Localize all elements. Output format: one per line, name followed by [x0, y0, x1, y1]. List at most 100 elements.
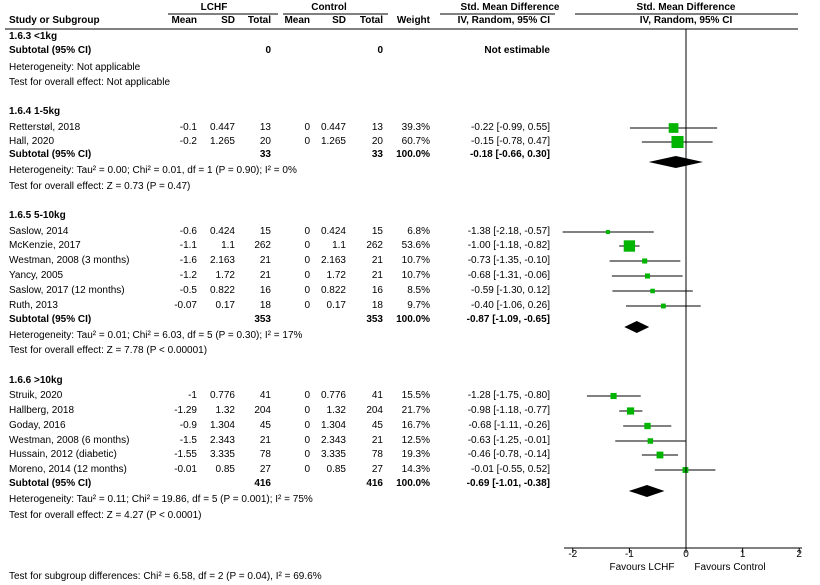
mean2-value: 0 — [304, 435, 310, 446]
total2-value: 18 — [371, 300, 383, 311]
weight-value: 9.7% — [407, 300, 430, 311]
effect-ci-value: -0.40 [-1.06, 0.26] — [471, 300, 550, 311]
mean2-header: Mean — [284, 15, 310, 26]
total1-value: 15 — [259, 226, 271, 237]
effect-ci-value: -1.00 [-1.18, -0.82] — [467, 240, 550, 251]
sd1-value: 1.265 — [209, 136, 235, 147]
total2-value: 21 — [371, 270, 383, 281]
subtotal-label: Subtotal (95% CI) — [9, 149, 92, 160]
mean2-value: 0 — [304, 226, 310, 237]
effect-square — [623, 240, 636, 252]
study-name: Westman, 2008 (3 months) — [9, 255, 130, 266]
effect-square — [642, 258, 648, 264]
group2-header: Control — [311, 2, 347, 13]
weight-value: 10.7% — [401, 270, 430, 281]
subtotal-diamond — [624, 321, 650, 333]
effect-ci-value: -0.59 [-1.30, 0.12] — [471, 285, 550, 296]
effect-ci-value: -0.68 [-1.31, -0.06] — [467, 270, 550, 281]
effect-square — [644, 273, 651, 279]
mean1-value: -1 — [188, 390, 197, 401]
effect-square — [610, 392, 617, 400]
mean1-value: -1.29 — [174, 405, 197, 416]
effect-ci-value: -0.22 [-0.99, 0.55] — [471, 122, 550, 133]
effect-title: Std. Mean Difference — [460, 2, 560, 13]
sd2-value: 1.265 — [320, 136, 346, 147]
overall-effect-text: Test for overall effect: Z = 7.78 (P < 0… — [9, 345, 208, 356]
mean1-value: -0.6 — [179, 226, 197, 237]
total1-value: 78 — [259, 449, 271, 460]
total1-value: 13 — [259, 122, 271, 133]
effect-method-header: IV, Random, 95% CI — [457, 15, 550, 26]
sd1-value: 0.85 — [215, 464, 235, 475]
total2-value: 45 — [371, 420, 383, 431]
mean2-value: 0 — [304, 420, 310, 431]
study-name: Goday, 2016 — [9, 420, 66, 431]
subtotal-weight: 100.0% — [396, 149, 430, 160]
mean1-value: -1.55 — [174, 449, 197, 460]
subtotal-label: Subtotal (95% CI) — [9, 45, 92, 56]
study-name: Saslow, 2014 — [9, 226, 69, 237]
study-name: Hall, 2020 — [9, 136, 55, 147]
sd2-value: 0.822 — [320, 285, 346, 296]
sd2-value: 1.72 — [326, 270, 346, 281]
mean1-value: -1.1 — [179, 240, 197, 251]
x-tick-label: 1 — [739, 549, 746, 560]
weight-value: 12.5% — [401, 435, 430, 446]
weight-value: 21.7% — [401, 405, 430, 416]
weight-value: 14.3% — [401, 464, 430, 475]
subtotal-weight: 100.0% — [396, 478, 430, 489]
subtotal-total2: 416 — [366, 478, 383, 489]
total1-value: 16 — [259, 285, 271, 296]
sd1-value: 0.17 — [215, 300, 235, 311]
sd2-value: 0.447 — [320, 122, 346, 133]
mean2-value: 0 — [304, 270, 310, 281]
subtotal-total2: 0 — [377, 45, 383, 56]
subtotal-effect: -0.87 [-1.09, -0.65] — [466, 314, 550, 325]
weight-value: 16.7% — [401, 420, 430, 431]
total1-value: 45 — [259, 420, 271, 431]
sd1-value: 1.72 — [215, 270, 235, 281]
subtotal-effect: -0.69 [-1.01, -0.38] — [466, 478, 550, 489]
total1-value: 27 — [259, 464, 271, 475]
subtotal-effect: Not estimable — [484, 45, 550, 56]
plot-method-header: IV, Random, 95% CI — [639, 15, 733, 26]
mean1-value: -0.5 — [179, 285, 197, 296]
subtotal-total1: 33 — [259, 149, 271, 160]
study-name: Ruth, 2013 — [9, 300, 58, 311]
subgroup-title: 1.6.5 5-10kg — [9, 210, 66, 221]
mean2-value: 0 — [304, 136, 310, 147]
effect-ci-value: -1.38 [-2.18, -0.57] — [467, 226, 550, 237]
sd1-value: 1.32 — [215, 405, 235, 416]
sd1-header: SD — [221, 15, 235, 26]
study-name: Westman, 2008 (6 months) — [9, 435, 130, 446]
effect-ci-value: -0.63 [-1.25, -0.01] — [467, 435, 550, 446]
heterogeneity-text: Heterogeneity: Tau² = 0.01; Chi² = 6.03,… — [9, 330, 303, 341]
subtotal-label: Subtotal (95% CI) — [9, 314, 92, 325]
subtotal-diamond — [628, 485, 665, 497]
study-name: McKenzie, 2017 — [9, 240, 81, 251]
sd1-value: 1.1 — [221, 240, 235, 251]
effect-ci-value: -0.15 [-0.78, 0.47] — [471, 136, 550, 147]
x-tick-label: 2 — [796, 549, 802, 560]
effect-square — [660, 303, 666, 309]
favours-left-label: Favours LCHF — [609, 562, 675, 573]
plot-title: Std. Mean Difference — [636, 2, 736, 13]
favours-right-label: Favours Control — [694, 562, 766, 573]
sd2-value: 0.17 — [326, 300, 346, 311]
mean1-header: Mean — [171, 15, 197, 26]
sd2-value: 0.424 — [320, 226, 346, 237]
heterogeneity-text: Heterogeneity: Not applicable — [9, 62, 141, 73]
overall-effect-text: Test for overall effect: Z = 4.27 (P < 0… — [9, 510, 202, 521]
mean2-value: 0 — [304, 122, 310, 133]
effect-ci-value: -0.98 [-1.18, -0.77] — [467, 405, 550, 416]
sd2-value: 0.776 — [320, 390, 346, 401]
subtotal-weight: 100.0% — [396, 314, 430, 325]
sd1-value: 2.343 — [209, 435, 235, 446]
mean2-value: 0 — [304, 285, 310, 296]
study-name: Hallberg, 2018 — [9, 405, 75, 416]
total2-value: 204 — [366, 405, 383, 416]
effect-ci-value: -0.01 [-0.55, 0.52] — [471, 464, 550, 475]
sd2-header: SD — [332, 15, 346, 26]
subgroup-title: 1.6.6 >10kg — [9, 375, 63, 386]
effect-square — [605, 229, 610, 235]
